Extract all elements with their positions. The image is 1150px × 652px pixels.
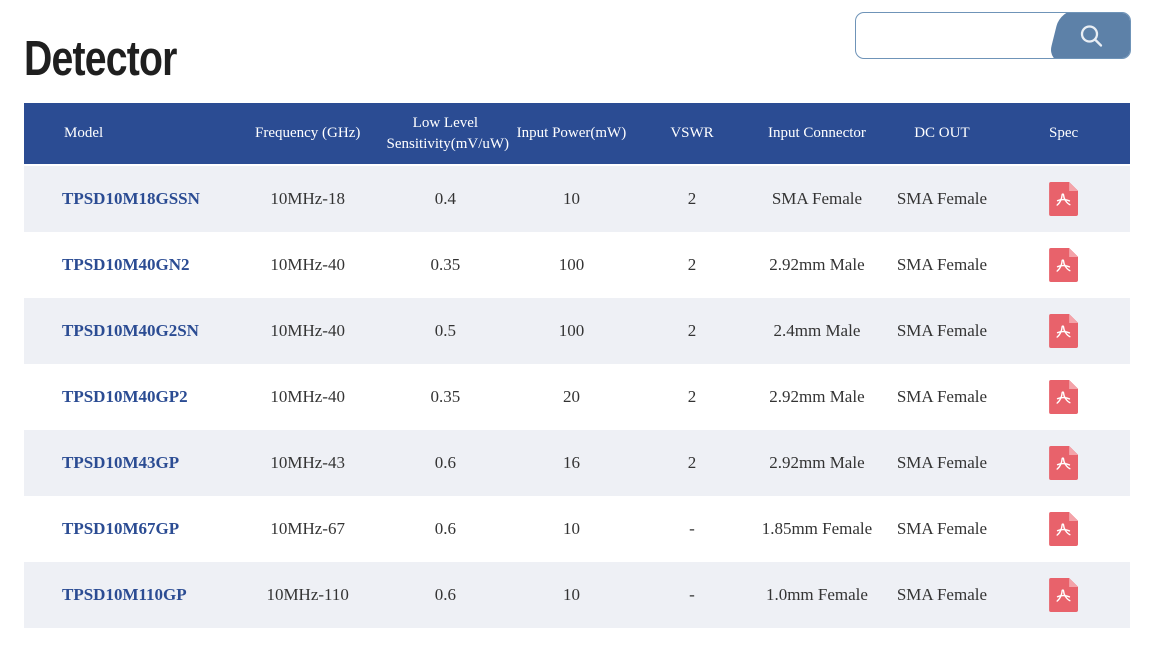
input-power-cell: 10 xyxy=(562,189,580,208)
spec-cell xyxy=(997,364,1130,430)
sensitivity-cell: 0.35 xyxy=(430,255,461,274)
input-power-cell: 20 xyxy=(562,387,580,406)
vswr-cell: 2 xyxy=(687,189,697,208)
table-row: TPSD10M18GSSN 10MHz-18 0.4 10 2 SMA Fema… xyxy=(24,165,1130,232)
table-row: TPSD10M40GN2 10MHz-40 0.35 100 2 2.92mm … xyxy=(24,232,1130,298)
page-title: Detector xyxy=(24,31,177,86)
input-power-cell: 100 xyxy=(558,255,585,274)
spec-cell xyxy=(997,298,1130,364)
sensitivity-cell: 0.5 xyxy=(434,321,456,340)
pdf-icon[interactable] xyxy=(1049,182,1079,216)
input-connector-cell: 2.92mm Male xyxy=(769,453,865,472)
input-power-cell: 16 xyxy=(562,453,580,472)
table-header: Model Frequency (GHz) Low Level Sensitiv… xyxy=(24,103,1130,166)
table-row: TPSD10M40G2SN 10MHz-40 0.5 100 2 2.4mm M… xyxy=(24,298,1130,364)
input-connector-cell: SMA Female xyxy=(771,189,863,208)
pdf-fold xyxy=(1069,446,1079,455)
sensitivity-cell: 0.35 xyxy=(430,387,461,406)
dc-out-cell: SMA Female xyxy=(896,387,988,406)
dc-out-cell: SMA Female xyxy=(896,321,988,340)
model-cell: TPSD10M18GSSN xyxy=(24,165,231,232)
search-box xyxy=(855,12,1131,59)
sensitivity-cell: 0.6 xyxy=(434,585,456,604)
dc-out-cell: SMA Female xyxy=(896,189,988,208)
spec-cell xyxy=(997,562,1130,628)
pdf-fold xyxy=(1069,512,1079,521)
sensitivity-cell: 0.6 xyxy=(434,453,456,472)
model-link[interactable]: TPSD10M67GP xyxy=(62,519,180,538)
header-input-connector: Input Connector xyxy=(747,103,887,166)
header-dc-out: DC OUT xyxy=(886,103,998,166)
header-input-power: Input Power(mW) xyxy=(506,103,637,166)
input-connector-cell: 2.4mm Male xyxy=(773,321,861,340)
dc-out-cell: SMA Female xyxy=(896,453,988,472)
product-table: Model Frequency (GHz) Low Level Sensitiv… xyxy=(24,103,1130,628)
input-power-cell: 100 xyxy=(558,321,585,340)
header-frequency: Frequency (GHz) xyxy=(230,103,385,166)
pdf-icon[interactable] xyxy=(1049,248,1079,282)
frequency-cell: 10MHz-43 xyxy=(270,453,345,472)
frequency-cell: 10MHz-18 xyxy=(270,189,345,208)
pdf-fold xyxy=(1069,578,1079,587)
model-link[interactable]: TPSD10M40G2SN xyxy=(62,321,199,340)
frequency-cell: 10MHz-67 xyxy=(270,519,345,538)
model-link[interactable]: TPSD10M40GP2 xyxy=(62,387,188,406)
pdf-fold xyxy=(1069,182,1079,191)
model-link[interactable]: TPSD10M18GSSN xyxy=(62,189,200,208)
input-connector-cell: 1.0mm Female xyxy=(765,585,868,604)
model-cell: TPSD10M40GN2 xyxy=(24,232,231,298)
header-spec: Spec xyxy=(997,103,1130,166)
pdf-fold xyxy=(1069,380,1079,389)
pdf-icon[interactable] xyxy=(1049,512,1079,546)
sensitivity-cell: 0.4 xyxy=(434,189,456,208)
header-sensitivity: Low Level Sensitivity(mV/uW) xyxy=(384,103,509,166)
model-cell: TPSD10M40GP2 xyxy=(24,364,231,430)
table-row: TPSD10M40GP2 10MHz-40 0.35 20 2 2.92mm M… xyxy=(24,364,1130,430)
search-button[interactable] xyxy=(1047,13,1130,58)
dc-out-cell: SMA Female xyxy=(896,255,988,274)
spec-cell xyxy=(997,232,1130,298)
frequency-cell: 10MHz-40 xyxy=(270,387,345,406)
vswr-cell: 2 xyxy=(687,255,697,274)
table-body: TPSD10M18GSSN 10MHz-18 0.4 10 2 SMA Fema… xyxy=(24,165,1130,628)
spec-cell xyxy=(997,496,1130,562)
input-connector-cell: 1.85mm Female xyxy=(761,519,873,538)
input-connector-cell: 2.92mm Male xyxy=(769,387,865,406)
spec-cell xyxy=(997,165,1130,232)
frequency-cell: 10MHz-40 xyxy=(270,255,345,274)
sensitivity-cell: 0.6 xyxy=(434,519,456,538)
table-row: TPSD10M110GP 10MHz-110 0.6 10 - 1.0mm Fe… xyxy=(24,562,1130,628)
vswr-cell: 2 xyxy=(687,321,697,340)
model-link[interactable]: TPSD10M43GP xyxy=(62,453,180,472)
header-model: Model xyxy=(24,103,231,166)
table-row: TPSD10M67GP 10MHz-67 0.6 10 - 1.85mm Fem… xyxy=(24,496,1130,562)
table-row: TPSD10M43GP 10MHz-43 0.6 16 2 2.92mm Mal… xyxy=(24,430,1130,496)
pdf-icon[interactable] xyxy=(1049,578,1079,612)
vswr-cell: - xyxy=(689,519,695,538)
vswr-cell: - xyxy=(689,585,695,604)
pdf-icon[interactable] xyxy=(1049,446,1079,480)
header-vswr: VSWR xyxy=(636,103,748,166)
pdf-icon[interactable] xyxy=(1049,314,1079,348)
input-power-cell: 10 xyxy=(562,585,580,604)
frequency-cell: 10MHz-40 xyxy=(270,321,345,340)
vswr-cell: 2 xyxy=(687,453,697,472)
input-power-cell: 10 xyxy=(562,519,580,538)
pdf-icon[interactable] xyxy=(1049,380,1079,414)
model-cell: TPSD10M40G2SN xyxy=(24,298,231,364)
model-cell: TPSD10M110GP xyxy=(24,562,231,628)
dc-out-cell: SMA Female xyxy=(896,585,988,604)
spec-cell xyxy=(997,430,1130,496)
model-link[interactable]: TPSD10M40GN2 xyxy=(62,255,190,274)
pdf-fold xyxy=(1069,248,1079,257)
input-connector-cell: 2.92mm Male xyxy=(769,255,865,274)
frequency-cell: 10MHz-110 xyxy=(266,585,349,604)
pdf-fold xyxy=(1069,314,1079,323)
model-cell: TPSD10M67GP xyxy=(24,496,231,562)
dc-out-cell: SMA Female xyxy=(896,519,988,538)
model-cell: TPSD10M43GP xyxy=(24,430,231,496)
vswr-cell: 2 xyxy=(687,387,697,406)
model-link[interactable]: TPSD10M110GP xyxy=(62,585,187,604)
